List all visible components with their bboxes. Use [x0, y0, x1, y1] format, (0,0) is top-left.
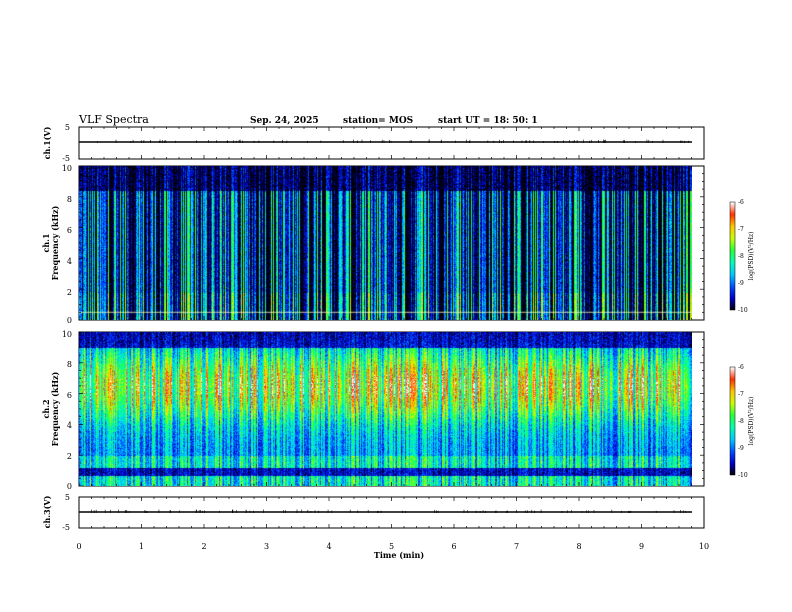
ch1-spec-ylabel-channel: ch.1 [41, 233, 51, 252]
figure-title: VLF Spectra [78, 113, 149, 126]
cb2-gradient [730, 367, 735, 475]
ch3-ytick-bottom: -5 [62, 523, 70, 532]
x-axis: 0 1 2 3 4 5 6 7 8 9 10 Time (min) [76, 542, 709, 560]
ch1-freq-tick-0: 0 [67, 316, 72, 325]
ch2-freq-tick-4: 4 [67, 421, 72, 430]
cb1-tick-m6: -6 [738, 199, 744, 206]
ch1-freq-tick-6: 6 [67, 226, 72, 235]
ch3-ytick-top: 5 [65, 493, 70, 502]
x-axis-title: Time (min) [374, 550, 424, 560]
ch2-spectrogram-image [79, 332, 692, 486]
ch1-ylabel: ch.1(V) [42, 126, 52, 159]
ch2-freq-tick-8: 8 [67, 360, 72, 369]
cb2-tick-m7: -7 [738, 391, 744, 398]
ch1-waveform-panel: 5 -5 ch.1(V) [42, 123, 705, 163]
cb2-tick-m10: -10 [738, 472, 748, 479]
cb1-label: log(PSD)(V²/Hz) [748, 232, 755, 281]
x-tick-1: 1 [139, 542, 144, 551]
x-tick-4: 4 [326, 542, 331, 551]
ch1-spec-ylabel-freq: Frequency (kHz) [50, 205, 60, 280]
cb1-tick-m10: -10 [738, 307, 748, 314]
ch2-colorbar: -6 -7 -8 -9 -10 log(PSD)(V²/Hz) [729, 364, 755, 479]
cb1-tick-m9: -9 [738, 280, 744, 287]
cb2-tick-m9: -9 [738, 445, 744, 452]
x-tick-0: 0 [76, 542, 81, 551]
cb1-gradient [730, 202, 735, 310]
date-label: Sep. 24, 2025 [250, 116, 319, 126]
ch1-ytick-top: 5 [65, 123, 70, 132]
ch1-ytick-bottom: -5 [62, 154, 70, 163]
ch1-freq-tick-10: 10 [62, 164, 72, 173]
ch2-freq-tick-0: 0 [67, 482, 72, 491]
ch2-spec-ylabel-channel: ch.2 [41, 399, 51, 418]
x-tick-3: 3 [264, 542, 269, 551]
ch1-freq-tick-8: 8 [67, 195, 72, 204]
x-tick-8: 8 [576, 542, 581, 551]
ch2-freq-tick-6: 6 [67, 391, 72, 400]
ch1-spectrogram-panel: 0 2 4 6 8 10 ch.1 Frequency (kHz) [41, 164, 705, 325]
x-tick-7: 7 [514, 542, 519, 551]
ch2-spec-ylabel-freq: Frequency (kHz) [50, 371, 60, 446]
ch1-freq-tick-2: 2 [67, 288, 72, 297]
cb2-tick-m8: -8 [738, 418, 744, 425]
ch1-spectrogram-image [79, 166, 692, 320]
ch1-freq-tick-4: 4 [67, 257, 72, 266]
x-tick-9: 9 [639, 542, 644, 551]
ch2-freq-tick-2: 2 [67, 452, 72, 461]
x-tick-5: 5 [389, 542, 394, 551]
cb1-tick-m8: -8 [738, 253, 744, 260]
ch3-ylabel: ch.3(V) [42, 495, 52, 528]
ch2-spectrogram-panel: 0 2 4 6 8 10 ch.2 Frequency (kHz) [41, 330, 705, 491]
ch1-colorbar: -6 -7 -8 -9 -10 log(PSD)(V²/Hz) [729, 199, 755, 314]
axis-ticks [78, 127, 705, 528]
ch3-waveform-panel: 5 -5 ch.3(V) [42, 493, 705, 532]
cb2-tick-m6: -6 [738, 364, 744, 371]
cb1-tick-m7: -7 [738, 226, 744, 233]
station-label: station= MOS [343, 116, 413, 126]
start-time-label: start UT = 18: 50: 1 [438, 116, 538, 126]
cb2-label: log(PSD)(V²/Hz) [748, 397, 755, 446]
x-tick-6: 6 [451, 542, 456, 551]
ch2-freq-tick-10: 10 [62, 330, 72, 339]
x-tick-2: 2 [201, 542, 206, 551]
x-tick-10: 10 [699, 542, 709, 551]
